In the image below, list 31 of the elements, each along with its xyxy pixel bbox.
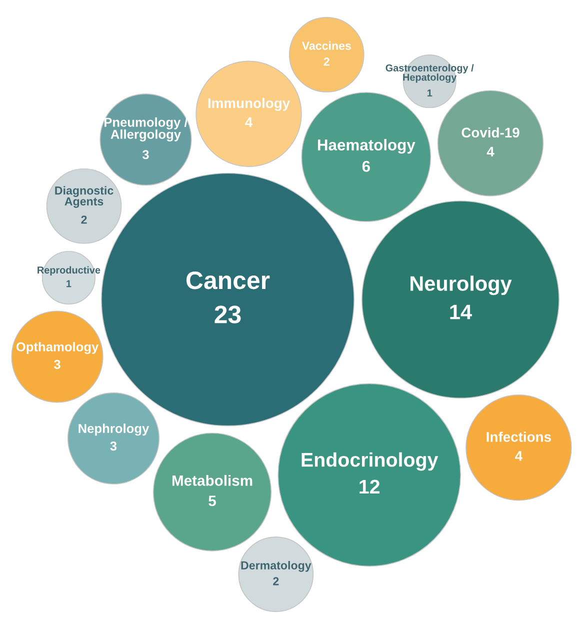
category-label: Neurology — [410, 276, 512, 296]
category-label: Opthamology — [16, 342, 99, 354]
data-label: 4 — [245, 117, 253, 127]
category-label: Dermatology — [241, 560, 312, 572]
data-label: 14 — [450, 304, 472, 320]
category-label: Vaccines — [302, 41, 351, 50]
category-label: Cancer — [186, 272, 270, 290]
category-label: Infections — [486, 432, 551, 442]
category-label: Immunology — [208, 98, 290, 111]
category-label: Nephrology — [78, 424, 150, 436]
category-label: Gastroenterology / Hepatology — [386, 64, 474, 83]
data-label: 4 — [515, 451, 522, 461]
data-label: 2 — [273, 577, 279, 586]
data-label: 1 — [427, 90, 432, 96]
data-label: 4 — [486, 146, 494, 156]
category-label: Covid-19 — [462, 127, 520, 138]
category-label: Reproductive — [38, 266, 100, 276]
data-label: 1 — [66, 280, 72, 288]
data-label: 2 — [324, 58, 330, 66]
data-label: 2 — [81, 216, 87, 224]
data-label: 12 — [360, 480, 380, 494]
data-label: 23 — [214, 306, 241, 324]
data-label: 3 — [54, 360, 60, 369]
data-label: 6 — [362, 160, 370, 172]
data-label: 3 — [110, 442, 117, 451]
category-label: Diagnostic Agents — [55, 186, 114, 208]
data-label: 3 — [142, 150, 149, 160]
category-label: Metabolism — [172, 474, 252, 486]
data-label: 5 — [208, 496, 216, 506]
category-label: Endocrinology — [302, 452, 438, 471]
category-label: Haematology — [318, 138, 416, 154]
